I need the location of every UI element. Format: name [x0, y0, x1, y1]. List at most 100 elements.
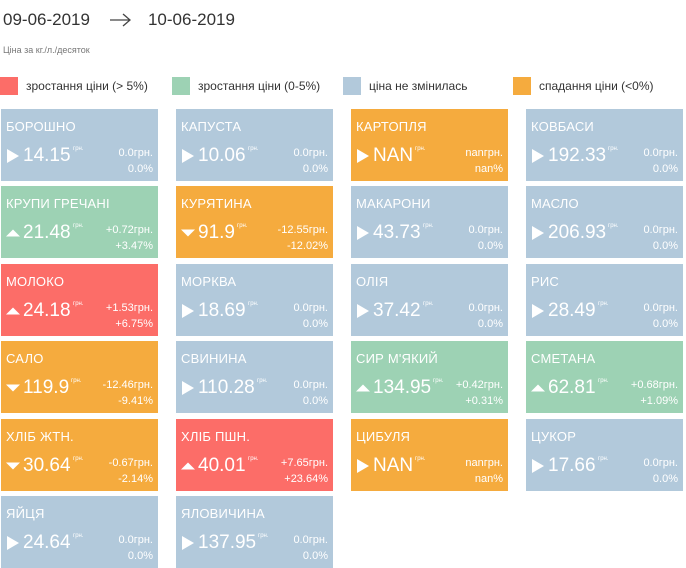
currency-label: грн. [423, 301, 434, 307]
currency-label: грн. [248, 456, 259, 462]
price-row: 30.64 [6, 455, 71, 477]
price-value: 192.33 [548, 145, 607, 166]
price-tile[interactable]: МАСЛО 206.93 грн. 0.0грн. 0.0% [526, 186, 683, 258]
price-change: 0.0грн. 0.0% [643, 455, 678, 487]
price-change: 0.0грн. 0.0% [643, 300, 678, 332]
price-tile[interactable]: САЛО 119.9 грн. -12.46грн. -9.41% [1, 341, 158, 413]
change-percent: +1.09% [640, 395, 678, 407]
price-tile[interactable]: ЯЛОВИЧИНА 137.95 грн. 0.0грн. 0.0% [176, 496, 333, 568]
currency-label: грн. [73, 533, 84, 539]
product-name: ЦУКОР [531, 429, 577, 444]
product-name: КРУПИ ГРЕЧАНІ [6, 196, 110, 211]
right-triangle-icon [356, 458, 370, 474]
price-tile[interactable]: СМЕТАНА 62.81 грн. +0.68грн. +1.09% [526, 341, 683, 413]
price-row: 14.15 [6, 145, 71, 167]
date-to[interactable]: 10-06-2019 [147, 10, 235, 29]
change-absolute: 0.0грн. [293, 147, 328, 159]
price-tile[interactable]: ЯЙЦЯ 24.64 грн. 0.0грн. 0.0% [1, 496, 158, 568]
right-triangle-icon [6, 535, 20, 551]
price-tile[interactable]: ЦИБУЛЯ NAN грн. nanгрн. nan% [351, 419, 508, 491]
price-tile[interactable]: КРУПИ ГРЕЧАНІ 21.48 грн. +0.72грн. +3.47% [1, 186, 158, 258]
price-tile[interactable]: ОЛІЯ 37.42 грн. 0.0грн. 0.0% [351, 264, 508, 336]
change-absolute: 0.0грн. [643, 302, 678, 314]
product-name: САЛО [6, 351, 44, 366]
price-row: 134.95 [356, 377, 431, 399]
legend-swatch [0, 77, 18, 95]
price-change: -0.67грн. -2.14% [109, 455, 153, 487]
price-tile[interactable]: БОРОШНО 14.15 грн. 0.0грн. 0.0% [1, 109, 158, 181]
change-percent: 0.0% [302, 318, 328, 330]
change-percent: +23.64% [284, 473, 328, 485]
change-percent: 0.0% [652, 318, 678, 330]
product-name: СМЕТАНА [531, 351, 596, 366]
price-tile[interactable]: СВИНИНА 110.28 грн. 0.0грн. 0.0% [176, 341, 333, 413]
change-percent: 0.0% [652, 163, 678, 175]
change-absolute: -0.67грн. [108, 457, 153, 469]
price-row: 17.66 [531, 455, 596, 477]
price-row: NAN [356, 455, 413, 477]
right-triangle-icon [356, 303, 370, 319]
product-name: РИС [531, 274, 560, 289]
change-percent: 0.0% [302, 163, 328, 175]
price-value: 28.49 [548, 300, 596, 321]
price-value: 10.06 [198, 145, 246, 166]
price-tile[interactable]: МАКАРОНИ 43.73 грн. 0.0грн. 0.0% [351, 186, 508, 258]
price-tile[interactable]: КУРЯТИНА 91.9 грн. -12.55грн. -12.02% [176, 186, 333, 258]
price-row: 110.28 [181, 377, 255, 399]
product-name: МАКАРОНИ [356, 196, 431, 211]
price-tile[interactable]: МОРКВА 18.69 грн. 0.0грн. 0.0% [176, 264, 333, 336]
price-value: 43.73 [373, 222, 421, 243]
price-tile[interactable]: КАПУСТА 10.06 грн. 0.0грн. 0.0% [176, 109, 333, 181]
currency-label: грн. [73, 146, 84, 152]
price-value: 134.95 [373, 377, 432, 398]
change-percent: +3.47% [115, 240, 153, 252]
legend-label: ціна не змінилась [369, 79, 468, 93]
price-change: 0.0грн. 0.0% [118, 145, 153, 177]
currency-label: грн. [257, 378, 268, 384]
change-absolute: +0.72грн. [105, 224, 153, 236]
price-tile[interactable]: РИС 28.49 грн. 0.0грн. 0.0% [526, 264, 683, 336]
product-name: СИР М'ЯКИЙ [356, 351, 438, 366]
legend-swatch [172, 77, 190, 95]
change-percent: 0.0% [652, 473, 678, 485]
change-percent: 0.0% [127, 163, 153, 175]
price-change: 0.0грн. 0.0% [293, 145, 328, 177]
change-absolute: 0.0грн. [468, 302, 503, 314]
currency-label: грн. [423, 223, 434, 229]
change-absolute: +7.65грн. [280, 457, 328, 469]
right-triangle-icon [531, 148, 545, 164]
change-percent: -12.02% [287, 240, 328, 252]
change-absolute: 0.0грн. [118, 534, 153, 546]
product-name: ХЛІБ ЖТН. [6, 429, 74, 444]
date-from[interactable]: 09-06-2019 [3, 10, 90, 29]
price-value: 137.95 [198, 532, 257, 553]
price-value: 14.15 [23, 145, 71, 166]
price-tile[interactable]: КОВБАСИ 192.33 грн. 0.0грн. 0.0% [526, 109, 683, 181]
price-change: 0.0грн. 0.0% [118, 532, 153, 564]
price-tile[interactable]: ЦУКОР 17.66 грн. 0.0грн. 0.0% [526, 419, 683, 491]
price-change: -12.55грн. -12.02% [278, 222, 328, 254]
price-value: 206.93 [548, 222, 607, 243]
up-triangle-icon [531, 380, 545, 396]
currency-label: грн. [73, 223, 84, 229]
price-row: 24.64 [6, 532, 71, 554]
price-change: nanгрн. nan% [465, 145, 503, 177]
product-name: КУРЯТИНА [181, 196, 252, 211]
change-percent: 0.0% [127, 550, 153, 562]
price-tile[interactable]: ХЛІБ ЖТН. 30.64 грн. -0.67грн. -2.14% [1, 419, 158, 491]
currency-label: грн. [258, 533, 269, 539]
price-row: 62.81 [531, 377, 596, 399]
price-tile[interactable]: КАРТОПЛЯ NAN грн. nanгрн. nan% [351, 109, 508, 181]
right-triangle-icon [356, 148, 370, 164]
price-tile[interactable]: ХЛІБ ПШН. 40.01 грн. +7.65грн. +23.64% [176, 419, 333, 491]
change-absolute: +0.42грн. [455, 379, 503, 391]
change-absolute: -12.46грн. [102, 379, 153, 391]
right-triangle-icon [531, 225, 545, 241]
price-tile[interactable]: СИР М'ЯКИЙ 134.95 грн. +0.42грн. +0.31% [351, 341, 508, 413]
price-row: 10.06 [181, 145, 246, 167]
right-triangle-icon [6, 148, 20, 164]
product-name: СВИНИНА [181, 351, 247, 366]
currency-label: грн. [71, 378, 82, 384]
price-tile[interactable]: МОЛОКО 24.18 грн. +1.53грн. +6.75% [1, 264, 158, 336]
product-name: ХЛІБ ПШН. [181, 429, 251, 444]
